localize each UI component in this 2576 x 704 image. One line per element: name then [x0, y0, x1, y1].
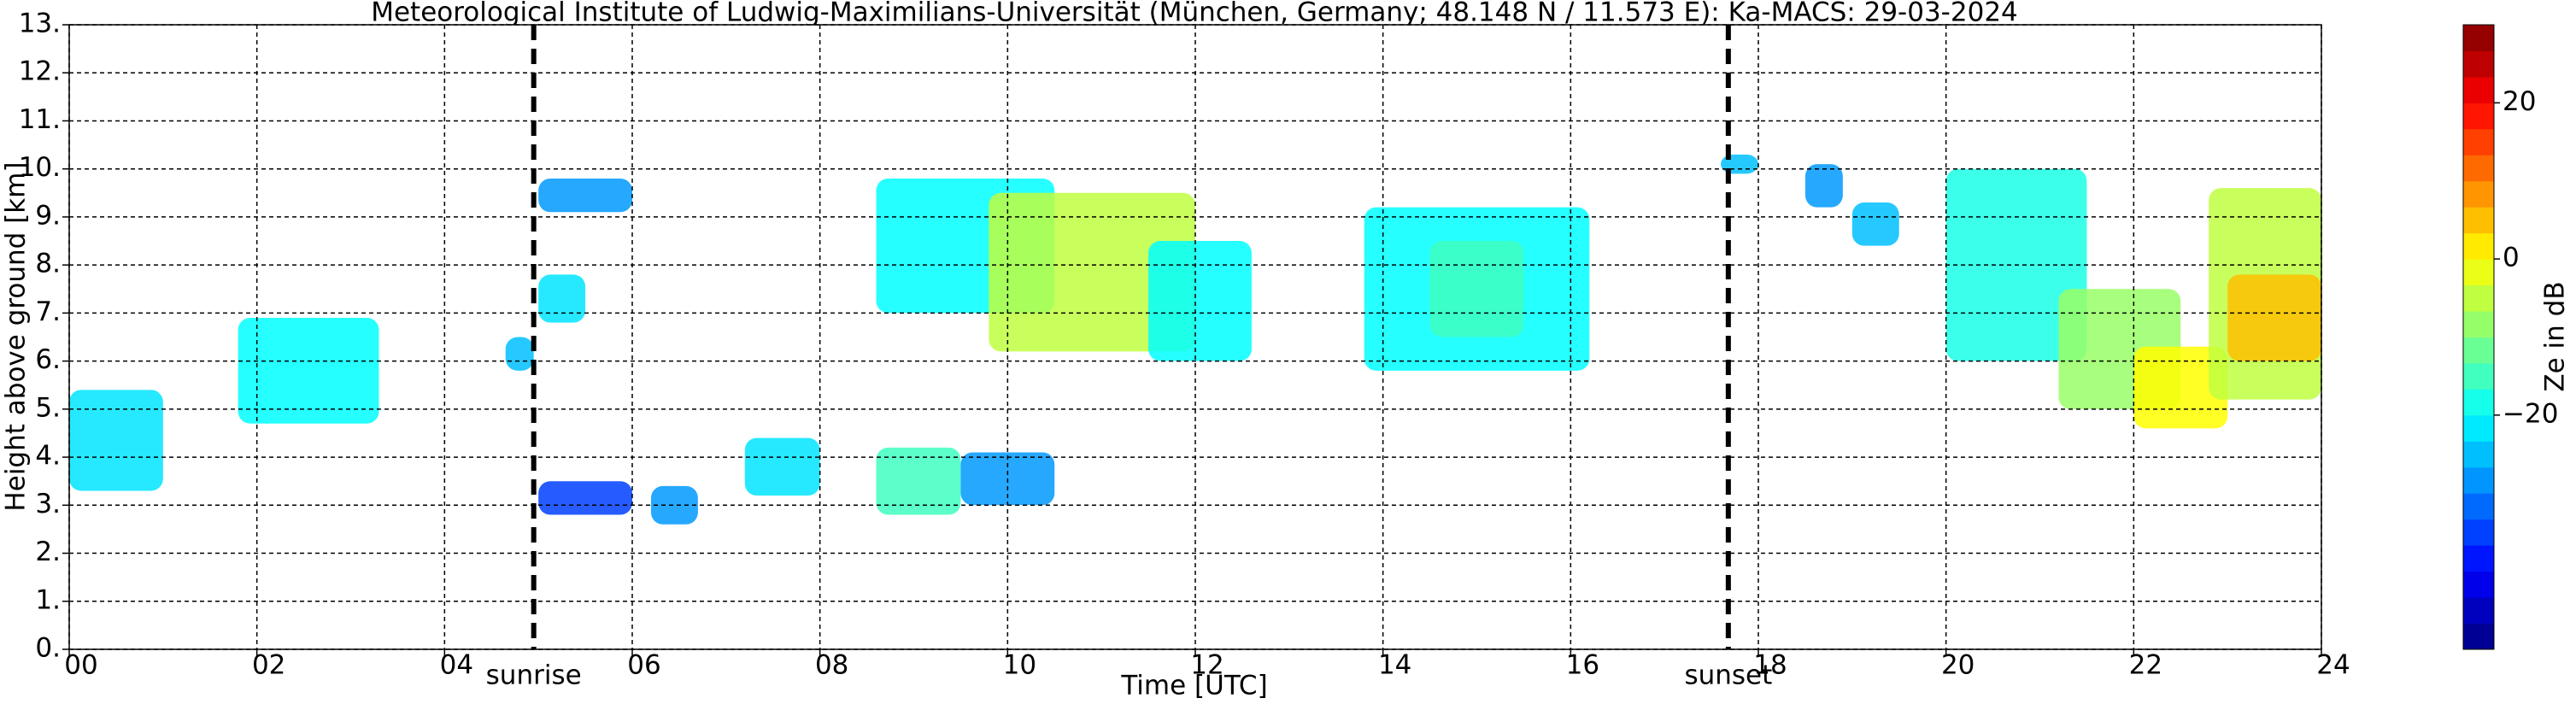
y-tick-label: 9. [35, 200, 61, 231]
echo [2227, 274, 2321, 361]
colorbar-tick-label: 0 [2503, 243, 2520, 273]
echo [538, 274, 586, 323]
y-tick-label: 6. [35, 344, 61, 375]
echo [650, 485, 698, 525]
colorbar-step [2463, 128, 2494, 155]
y-tick-label: 11. [19, 104, 61, 135]
colorbar-step [2463, 519, 2494, 546]
x-tick-label: 02 [252, 650, 285, 681]
echo [238, 318, 379, 424]
x-tick-label: 14 [1378, 650, 1411, 681]
x-tick-label: 18 [1753, 650, 1787, 681]
colorbar-step [2463, 103, 2494, 130]
colorbar-tick-label: 20 [2503, 86, 2536, 117]
echo [744, 437, 820, 496]
echo [1148, 241, 1252, 361]
colorbar-tick-label: −20 [2503, 398, 2558, 429]
y-tick-label: 12. [19, 56, 61, 87]
colorbar-step [2463, 155, 2494, 182]
x-tick-label: 06 [627, 650, 660, 681]
echo [538, 481, 632, 515]
echo [69, 390, 163, 491]
echo [2133, 346, 2228, 429]
echo [876, 447, 961, 515]
colorbar-step [2463, 180, 2494, 208]
y-tick-label: 10. [19, 152, 61, 183]
colorbar-step [2463, 50, 2494, 78]
colorbar-step [2463, 337, 2494, 364]
y-axis-label: Height above ground [km] [1, 161, 32, 511]
event-label: sunset [1684, 660, 1772, 691]
x-tick-label: 22 [2129, 650, 2162, 681]
colorbar-step [2463, 207, 2494, 234]
plot-frame [68, 24, 2322, 650]
y-tick-label: 2. [35, 537, 61, 567]
echo [505, 337, 534, 371]
y-tick-label: 0. [35, 633, 61, 664]
colorbar-step [2463, 285, 2494, 312]
colorbar-step [2463, 232, 2494, 260]
x-tick-label: 00 [64, 650, 97, 681]
x-tick-label: 12 [1190, 650, 1223, 681]
y-tick-label: 3. [35, 489, 61, 519]
colorbar-step [2463, 362, 2494, 390]
echo [1804, 164, 1843, 208]
x-tick-label: 24 [2316, 650, 2350, 681]
x-tick-label: 04 [440, 650, 473, 681]
echo [538, 178, 632, 213]
colorbar-step [2463, 493, 2494, 520]
colorbar-step [2463, 441, 2494, 468]
colorbar-step [2463, 76, 2494, 103]
x-tick-label: 10 [1003, 650, 1036, 681]
y-tick-label: 4. [35, 441, 61, 472]
x-axis-label: Time [UTC] [1120, 671, 1267, 701]
y-tick-label: 8. [35, 249, 61, 279]
colorbar-step [2463, 259, 2494, 286]
x-tick-label: 16 [1566, 650, 1599, 681]
colorbar-step [2463, 25, 2494, 51]
x-tick-label: 08 [815, 650, 848, 681]
colorbar-label: Ze in dB [2540, 281, 2571, 391]
colorbar-step [2463, 571, 2494, 598]
colorbar-step [2463, 597, 2494, 625]
colorbar-step [2463, 545, 2494, 572]
echo [1429, 241, 1524, 337]
echo [1851, 202, 1899, 246]
x-tick-label: 20 [1941, 650, 1975, 681]
colorbar-step [2463, 414, 2494, 442]
colorbar-step [2463, 623, 2494, 650]
colorbar-frame [2462, 24, 2495, 650]
y-tick-label: 7. [35, 296, 61, 327]
chart-title: Meteorological Institute of Ludwig-Maxim… [371, 0, 2018, 28]
echo [989, 192, 1195, 352]
colorbar-step [2463, 389, 2494, 416]
colorbar-step [2463, 311, 2494, 337]
y-tick-label: 13. [19, 9, 61, 39]
colorbar-step [2463, 466, 2494, 494]
y-tick-label: 1. [35, 584, 61, 615]
event-label: sunrise [486, 660, 582, 691]
y-tick-label: 5. [35, 392, 61, 423]
